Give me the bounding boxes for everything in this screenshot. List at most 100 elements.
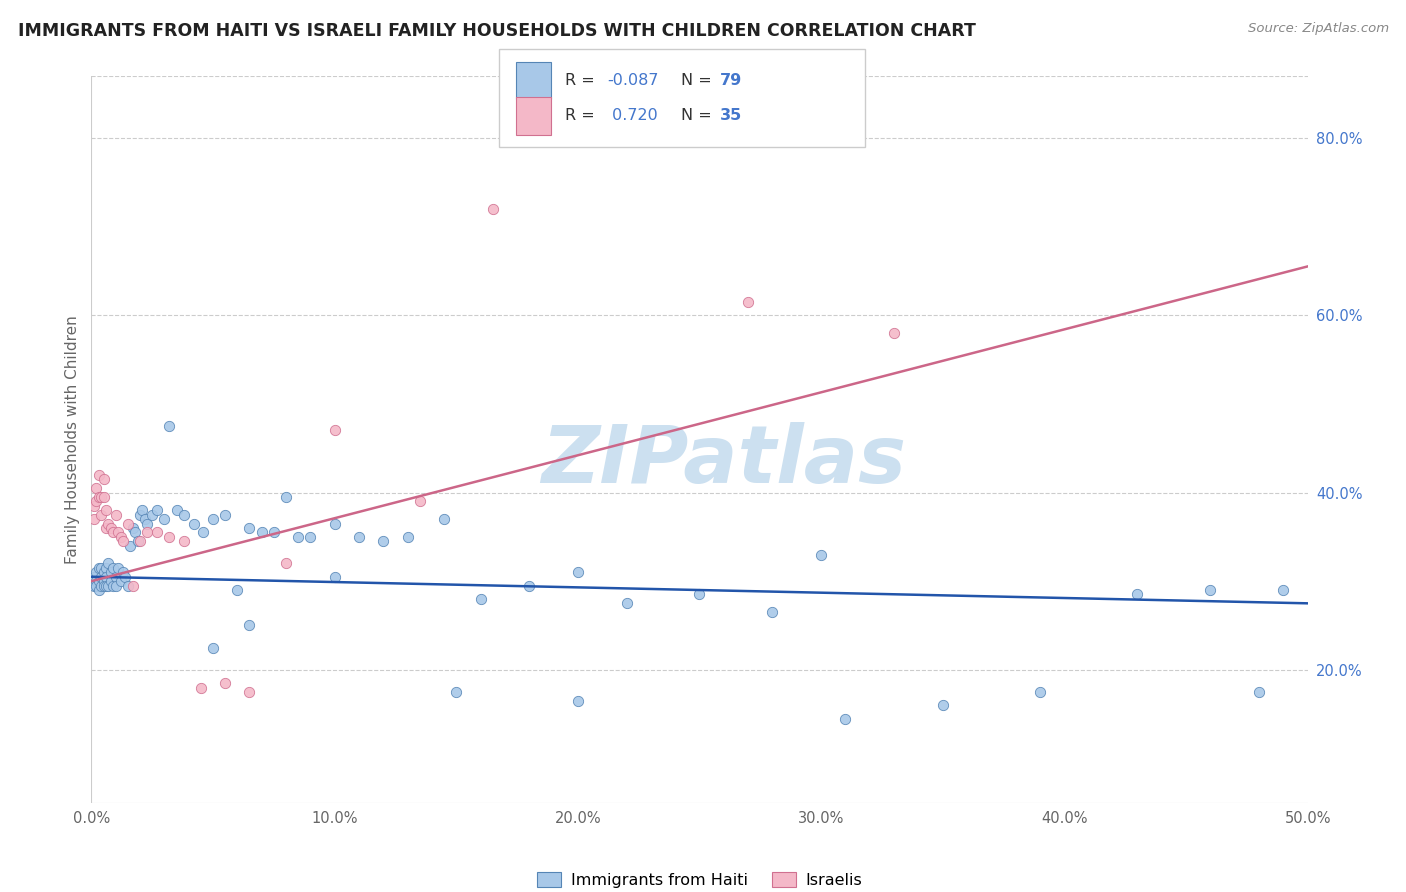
- Point: [121, 521, 143, 535]
- Point: [470, 591, 492, 606]
- Point: [120, 539, 142, 553]
- Point: [136, 525, 159, 540]
- Point: [84, 566, 107, 580]
- Point: [274, 557, 297, 571]
- Point: [688, 587, 710, 601]
- Point: [111, 534, 134, 549]
- Point: [93, 578, 115, 592]
- Point: [90, 570, 112, 584]
- Point: [190, 681, 212, 695]
- Point: [157, 530, 180, 544]
- Text: N =: N =: [681, 73, 717, 88]
- Point: [93, 574, 115, 589]
- Text: N =: N =: [681, 108, 717, 123]
- Point: [117, 578, 139, 592]
- Point: [129, 508, 152, 522]
- Point: [883, 326, 905, 340]
- Point: [110, 574, 132, 589]
- Point: [84, 574, 107, 589]
- Point: [202, 640, 225, 655]
- Point: [94, 561, 117, 575]
- Point: [100, 521, 122, 535]
- Point: [834, 712, 856, 726]
- Point: [173, 508, 195, 522]
- Point: [166, 503, 188, 517]
- Text: -0.087: -0.087: [607, 73, 659, 88]
- Point: [238, 521, 260, 535]
- Point: [110, 530, 132, 544]
- Point: [83, 578, 105, 592]
- Point: [90, 490, 112, 504]
- Point: [94, 570, 117, 584]
- Point: [83, 512, 105, 526]
- Point: [481, 202, 503, 216]
- Point: [87, 467, 110, 482]
- Point: [93, 490, 115, 504]
- Point: [124, 525, 146, 540]
- Point: [87, 574, 110, 589]
- Point: [129, 534, 152, 549]
- Text: 0.720: 0.720: [607, 108, 658, 123]
- Point: [226, 582, 249, 597]
- Text: 35: 35: [720, 108, 742, 123]
- Point: [94, 578, 117, 592]
- Point: [238, 618, 260, 632]
- Point: [761, 605, 783, 619]
- Point: [111, 566, 134, 580]
- Point: [517, 578, 540, 592]
- Point: [444, 685, 467, 699]
- Text: IMMIGRANTS FROM HAITI VS ISRAELI FAMILY HOUSEHOLDS WITH CHILDREN CORRELATION CHA: IMMIGRANTS FROM HAITI VS ISRAELI FAMILY …: [18, 22, 976, 40]
- Point: [84, 578, 107, 592]
- Point: [323, 424, 346, 438]
- Point: [238, 685, 260, 699]
- Point: [567, 694, 589, 708]
- Point: [103, 561, 125, 575]
- Point: [173, 534, 195, 549]
- Point: [103, 578, 125, 592]
- Text: R =: R =: [565, 73, 600, 88]
- Point: [103, 525, 125, 540]
- Point: [1247, 685, 1270, 699]
- Point: [146, 503, 169, 517]
- Point: [1199, 582, 1222, 597]
- Legend: Immigrants from Haiti, Israelis: Immigrants from Haiti, Israelis: [530, 865, 869, 892]
- Point: [114, 570, 136, 584]
- Point: [157, 419, 180, 434]
- Point: [396, 530, 419, 544]
- Point: [87, 490, 110, 504]
- Point: [127, 534, 149, 549]
- Point: [616, 596, 638, 610]
- Point: [202, 512, 225, 526]
- Text: R =: R =: [565, 108, 600, 123]
- Point: [100, 566, 122, 580]
- Point: [250, 525, 273, 540]
- Point: [107, 525, 129, 540]
- Point: [104, 578, 127, 592]
- Point: [287, 530, 309, 544]
- Point: [323, 516, 346, 531]
- Point: [93, 472, 115, 486]
- Point: [1029, 685, 1052, 699]
- Point: [104, 570, 127, 584]
- Point: [299, 530, 322, 544]
- Point: [433, 512, 456, 526]
- Text: 79: 79: [720, 73, 742, 88]
- Point: [84, 494, 107, 508]
- Point: [1126, 587, 1149, 601]
- Point: [347, 530, 370, 544]
- Text: Source: ZipAtlas.com: Source: ZipAtlas.com: [1249, 22, 1389, 36]
- FancyBboxPatch shape: [499, 49, 865, 147]
- Point: [97, 516, 120, 531]
- Point: [193, 525, 215, 540]
- Point: [931, 698, 953, 713]
- Point: [263, 525, 285, 540]
- Point: [117, 516, 139, 531]
- Point: [121, 578, 143, 592]
- Text: ZIPatlas: ZIPatlas: [541, 422, 907, 500]
- Point: [373, 534, 395, 549]
- Point: [84, 481, 107, 495]
- Point: [87, 561, 110, 575]
- Point: [100, 574, 122, 589]
- Point: [94, 521, 117, 535]
- Point: [323, 570, 346, 584]
